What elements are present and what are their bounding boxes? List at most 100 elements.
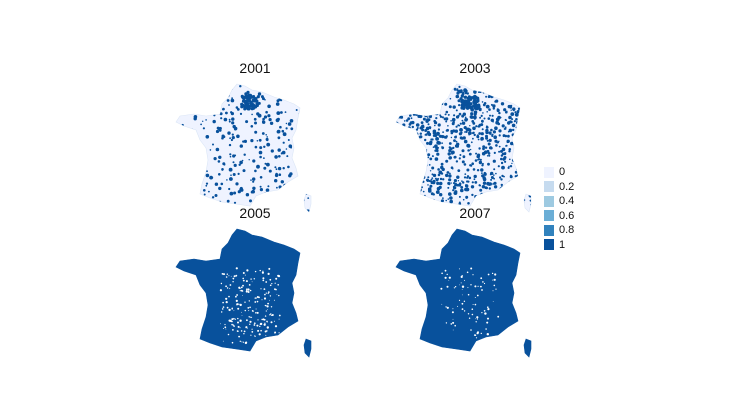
uncovered-commune: [228, 319, 231, 322]
commune-dot: [408, 123, 412, 126]
commune-dot: [429, 184, 433, 188]
commune-dot: [490, 133, 492, 136]
commune-dot: [442, 178, 445, 181]
uncovered-commune: [458, 299, 461, 301]
commune-dot: [396, 107, 399, 110]
commune-dot: [465, 130, 468, 133]
commune-dot: [220, 89, 225, 94]
uncovered-commune: [256, 324, 259, 327]
uncovered-commune: [453, 287, 455, 289]
commune-dot: [495, 172, 497, 175]
commune-dot: [455, 109, 458, 112]
commune-dot: [521, 144, 525, 148]
commune-dot: [223, 135, 226, 139]
commune-dot: [396, 108, 399, 111]
commune-dot: [233, 201, 237, 204]
uncovered-commune: [277, 274, 280, 277]
commune-dot: [496, 108, 499, 111]
commune-dot: [419, 103, 422, 106]
uncovered-commune: [222, 340, 224, 342]
commune-dot: [225, 111, 228, 115]
commune-dot: [203, 153, 207, 157]
commune-dot: [414, 191, 417, 195]
uncovered-commune: [476, 316, 479, 319]
commune-dot: [176, 198, 180, 202]
commune-dot: [517, 137, 520, 140]
commune-dot: [285, 122, 288, 125]
commune-dot: [405, 112, 407, 115]
uncovered-commune: [259, 269, 261, 272]
commune-dot: [519, 185, 522, 188]
uncovered-commune: [268, 267, 271, 270]
commune-dot: [420, 162, 424, 166]
commune-dot: [493, 88, 496, 90]
commune-dot: [413, 175, 417, 178]
commune-dot: [497, 202, 500, 204]
commune-dot: [528, 161, 531, 164]
commune-dot: [525, 107, 528, 110]
commune-dot: [504, 152, 507, 154]
uncovered-commune: [235, 274, 238, 277]
commune-dot: [427, 123, 430, 126]
commune-dot: [459, 154, 462, 156]
commune-dot: [178, 189, 181, 192]
uncovered-commune: [471, 308, 474, 310]
commune-dot: [396, 124, 397, 128]
commune-dot: [428, 164, 431, 166]
commune-dot: [304, 116, 307, 118]
commune-dot: [230, 98, 235, 103]
commune-dot: [448, 84, 452, 87]
commune-dot: [447, 114, 450, 116]
commune-dot: [254, 169, 257, 173]
commune-dot: [440, 100, 443, 102]
commune-dot: [263, 115, 268, 119]
commune-dot: [193, 92, 196, 95]
commune-dot: [493, 89, 496, 92]
commune-dot: [208, 190, 210, 193]
commune-dot: [307, 197, 310, 199]
commune-dot: [299, 184, 301, 187]
commune-dot: [441, 199, 444, 203]
commune-dot: [312, 162, 315, 165]
commune-dot: [412, 183, 415, 186]
commune-dot: [422, 86, 426, 90]
commune-dot: [481, 174, 485, 178]
commune-dot: [396, 129, 397, 133]
uncovered-commune: [249, 306, 251, 309]
commune-dot: [251, 106, 256, 110]
commune-dot: [496, 141, 499, 144]
commune-dot: [205, 119, 207, 121]
commune-dot: [195, 175, 198, 178]
uncovered-commune: [493, 284, 496, 287]
commune-dot: [479, 158, 482, 161]
commune-dot: [295, 109, 298, 111]
commune-dot: [414, 179, 418, 184]
commune-dot: [487, 142, 491, 146]
commune-dot: [300, 115, 302, 118]
commune-dot: [412, 84, 414, 87]
commune-dot: [414, 175, 418, 179]
uncovered-commune: [231, 323, 233, 326]
uncovered-commune: [225, 297, 228, 300]
commune-dot: [401, 150, 405, 154]
commune-dot: [526, 139, 528, 141]
commune-dot: [530, 130, 531, 133]
commune-dot: [519, 180, 521, 182]
commune-dot: [312, 179, 314, 181]
commune-dot: [176, 87, 177, 91]
uncovered-commune: [231, 307, 233, 309]
commune-dot: [282, 132, 287, 137]
commune-dot: [182, 153, 185, 156]
commune-dot: [458, 85, 461, 88]
commune-dot: [396, 174, 399, 176]
commune-dot: [506, 195, 510, 198]
commune-dot: [531, 96, 533, 98]
commune-dot: [276, 186, 278, 189]
commune-dot: [517, 201, 520, 204]
commune-dot: [176, 101, 180, 105]
commune-dot: [432, 134, 436, 137]
france-map-2005: [175, 228, 312, 358]
commune-dot: [305, 127, 307, 129]
uncovered-commune: [445, 306, 447, 308]
commune-dot: [287, 139, 290, 141]
